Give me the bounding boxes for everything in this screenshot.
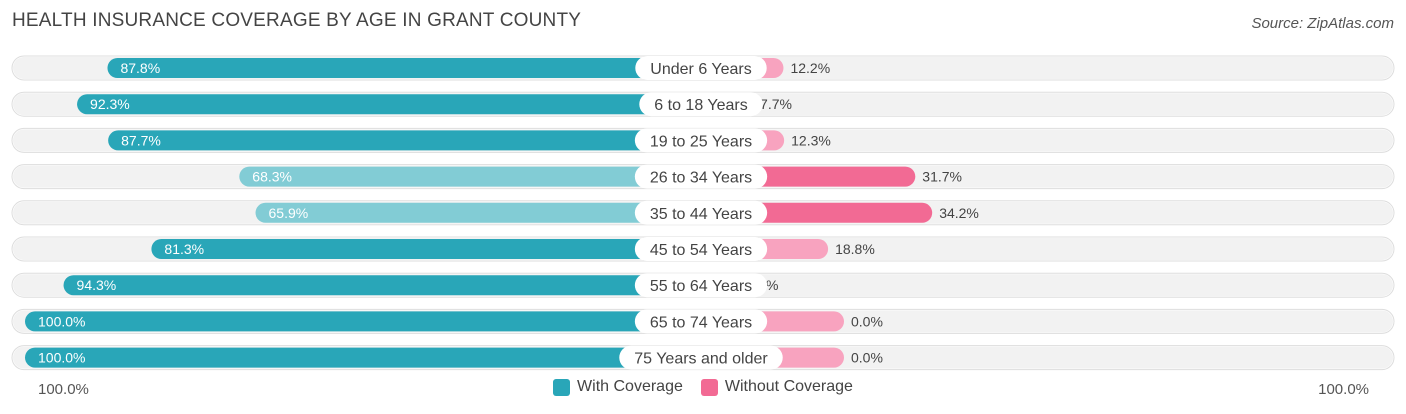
value-label-with: 94.3%: [77, 277, 117, 293]
category-label: 55 to 64 Years: [650, 278, 752, 295]
category-label: 26 to 34 Years: [650, 170, 752, 187]
value-label-without: 0.0%: [851, 313, 883, 329]
category-label: 6 to 18 Years: [654, 97, 747, 114]
value-label-with: 87.7%: [121, 132, 161, 148]
bar-with-coverage: [25, 347, 701, 368]
value-label-without: 0.0%: [851, 350, 883, 366]
axis-left-label: 100.0%: [38, 381, 89, 398]
category-label: 35 to 44 Years: [650, 206, 752, 223]
value-label-with: 65.9%: [269, 205, 309, 221]
value-label-without: 12.2%: [790, 60, 830, 76]
category-pill: [619, 345, 783, 370]
value-label-without: 18.8%: [835, 241, 875, 257]
bar-with-coverage: [107, 58, 702, 78]
category-pill: [634, 200, 768, 225]
chart-title: HEALTH INSURANCE COVERAGE BY AGE IN GRAN…: [12, 10, 582, 31]
value-label-with: 92.3%: [90, 96, 130, 112]
value-label-with: 87.8%: [120, 60, 160, 76]
legend-label-without: Without Coverage: [724, 378, 853, 395]
category-pill: [634, 273, 768, 298]
bar-with-coverage: [108, 130, 701, 151]
category-label: 19 to 25 Years: [650, 133, 752, 150]
category-label: 75 Years and older: [634, 351, 768, 368]
bar-with-coverage: [151, 239, 702, 259]
axis-right-label: 100.0%: [1318, 381, 1369, 398]
value-label-with: 100.0%: [38, 350, 85, 366]
category-pill: [635, 56, 767, 80]
value-label-without: 12.3%: [791, 132, 831, 148]
category-pill: [634, 309, 768, 334]
legend-swatch-with: [553, 378, 571, 396]
category-pill: [634, 237, 768, 261]
bar-with-coverage: [63, 275, 702, 296]
source-credit: Source: ZipAtlas.com: [1251, 15, 1394, 32]
value-label-with: 100.0%: [38, 313, 85, 329]
legend-item-without-coverage[interactable]: Without Coverage: [700, 378, 853, 396]
category-pill: [634, 164, 768, 189]
bar-with-coverage: [77, 94, 701, 115]
legend: With Coverage Without Coverage: [0, 378, 1406, 396]
legend-label-with: With Coverage: [577, 378, 683, 395]
bar-chart: 87.8% 12.2% Under 6 Years 92.3% 7.7% 6 to 18 …: [11, 55, 1395, 371]
category-pill: [639, 92, 763, 117]
category-pill: [634, 128, 768, 153]
legend-swatch-without: [700, 378, 718, 396]
value-label-without: 31.7%: [922, 169, 962, 185]
value-label-with: 68.3%: [252, 169, 292, 185]
category-label: 65 to 74 Years: [650, 314, 752, 331]
legend-item-with-coverage[interactable]: With Coverage: [553, 378, 683, 396]
value-label-without: 34.2%: [939, 205, 979, 221]
category-label: 45 to 54 Years: [650, 242, 752, 259]
bar-with-coverage: [239, 166, 702, 187]
category-label: Under 6 Years: [650, 61, 751, 78]
value-label-without: 7.7%: [760, 96, 792, 112]
bar-with-coverage: [25, 311, 701, 332]
bar-with-coverage: [255, 202, 702, 223]
value-label-with: 81.3%: [164, 241, 204, 257]
